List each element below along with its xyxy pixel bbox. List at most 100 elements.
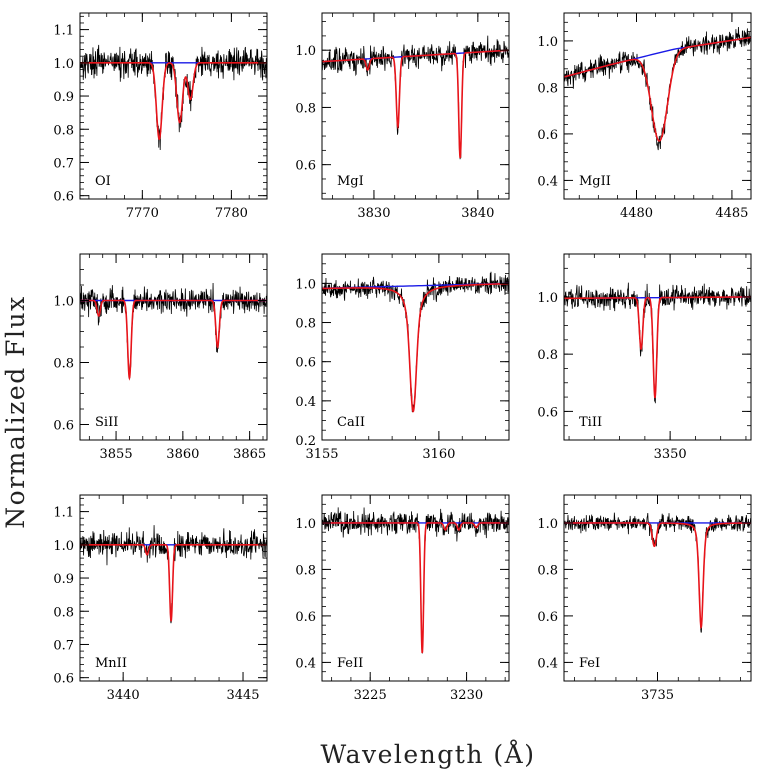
y-tick-label: 0.6 xyxy=(537,610,558,625)
panel-fei: 3735 0.4 0.6 0.8 1.0 FeI xyxy=(537,494,752,703)
plot-area xyxy=(80,44,267,151)
y-tick-label: 1.0 xyxy=(537,35,558,50)
y-tick-label: 1.0 xyxy=(295,517,316,532)
species-label: FeII xyxy=(337,656,363,671)
species-label: MgII xyxy=(579,174,611,189)
x-tick-label: 3445 xyxy=(226,688,259,703)
plot-area xyxy=(564,282,751,404)
x-tick-label: 3855 xyxy=(100,447,133,462)
x-tick-label: 3865 xyxy=(233,447,266,462)
x-tick-label: 4480 xyxy=(620,206,653,221)
y-tick-label: 0.6 xyxy=(295,159,316,174)
y-tick-label: 1.0 xyxy=(537,291,558,306)
panel-grid: 7770 7780 0.6 0.7 0.8 0.9 1.0 1.1 OI 3830 3840 0.6 0… xyxy=(53,12,752,703)
y-tick-label: 0.4 xyxy=(295,395,316,410)
y-tick-label: 1.0 xyxy=(295,44,316,59)
species-label: SiII xyxy=(95,415,118,430)
panel-tiii: 3350 0.6 0.8 1.0 TiII xyxy=(537,253,752,462)
x-tick-label: 3230 xyxy=(450,688,483,703)
y-tick-label: 0.9 xyxy=(53,572,74,587)
y-tick-label: 0.6 xyxy=(53,419,74,434)
x-tick-label: 3840 xyxy=(461,206,494,221)
y-tick-label: 1.0 xyxy=(295,277,316,292)
panel-siii: 3855 3860 3865 0.6 0.8 1.0 SiII xyxy=(53,253,268,462)
plot-area xyxy=(80,283,267,381)
x-tick-label: 3155 xyxy=(305,447,338,462)
y-tick-label: 1.1 xyxy=(53,506,74,521)
y-tick-label: 0.4 xyxy=(537,656,558,671)
panel-mgii: 4480 4485 0.4 0.6 0.8 1.0 MgII xyxy=(537,12,752,221)
panel-frame xyxy=(79,494,268,682)
model-fit-line xyxy=(80,299,267,381)
x-tick-label: 3440 xyxy=(107,688,140,703)
x-tick-label: 4485 xyxy=(715,206,748,221)
model-fit-line xyxy=(564,522,751,630)
y-tick-label: 0.7 xyxy=(53,638,74,653)
species-label: MnII xyxy=(95,656,127,671)
plot-area xyxy=(322,35,509,160)
model-fit-line xyxy=(80,62,267,141)
y-tick-label: 0.8 xyxy=(537,81,558,96)
species-label: MgI xyxy=(337,174,364,189)
species-label: CaII xyxy=(337,415,365,430)
observed-spectrum-line xyxy=(80,283,267,380)
y-tick-label: 0.2 xyxy=(295,434,316,449)
model-fit-line xyxy=(322,522,509,654)
panel-oi: 7770 7780 0.6 0.7 0.8 0.9 1.0 1.1 OI xyxy=(53,12,268,221)
plot-area xyxy=(564,26,751,151)
species-label: OI xyxy=(95,174,111,189)
y-tick-label: 0.6 xyxy=(537,128,558,143)
y-tick-label: 1.0 xyxy=(53,295,74,310)
plot-area xyxy=(322,507,509,654)
model-fit-line xyxy=(564,296,751,399)
y-tick-label: 0.9 xyxy=(53,90,74,105)
y-tick-label: 1.1 xyxy=(53,24,74,39)
species-label: TiII xyxy=(579,415,602,430)
y-tick-label: 0.7 xyxy=(53,156,74,171)
y-tick-label: 0.8 xyxy=(537,563,558,578)
species-label: FeI xyxy=(579,656,600,671)
panel-mgi: 3830 3840 0.6 0.8 1.0 MgI xyxy=(295,12,510,221)
plot-area xyxy=(564,512,751,633)
model-fit-line xyxy=(322,49,509,159)
y-tick-label: 0.8 xyxy=(295,317,316,332)
panel-frame xyxy=(79,12,268,200)
x-tick-label: 7770 xyxy=(126,206,159,221)
observed-spectrum-line xyxy=(80,44,267,151)
y-tick-label: 0.6 xyxy=(295,610,316,625)
panel-frame xyxy=(321,12,510,200)
panel-frame xyxy=(79,253,268,441)
y-tick-label: 0.4 xyxy=(295,656,316,671)
y-tick-label: 1.0 xyxy=(537,517,558,532)
plot-area xyxy=(322,271,509,413)
y-tick-label: 0.8 xyxy=(53,123,74,138)
model-fit-line xyxy=(322,282,509,413)
y-tick-label: 1.0 xyxy=(53,57,74,72)
x-tick-label: 3225 xyxy=(354,688,387,703)
observed-spectrum-line xyxy=(322,507,509,654)
x-tick-label: 3735 xyxy=(641,688,674,703)
y-tick-label: 0.6 xyxy=(53,672,74,687)
panel-mnii: 3440 3445 0.6 0.7 0.8 0.9 1.0 1.1 MnII xyxy=(53,494,268,703)
y-tick-label: 0.4 xyxy=(537,174,558,189)
y-tick-label: 0.8 xyxy=(537,348,558,363)
x-tick-label: 7780 xyxy=(215,206,248,221)
figure-xlabel: Wavelength (Å) xyxy=(321,739,536,769)
x-tick-label: 3350 xyxy=(654,447,687,462)
panel-caii: 3155 3160 0.2 0.4 0.6 0.8 1.0 CaII xyxy=(295,253,510,462)
panel-feii: 3225 3230 0.4 0.6 0.8 1.0 FeII xyxy=(295,494,510,703)
y-tick-label: 0.8 xyxy=(53,357,74,372)
plot-area xyxy=(80,525,267,624)
x-tick-label: 3830 xyxy=(357,206,390,221)
model-fit-line xyxy=(80,544,267,622)
y-tick-label: 0.6 xyxy=(537,405,558,420)
y-tick-label: 0.8 xyxy=(295,101,316,116)
x-tick-label: 3860 xyxy=(166,447,199,462)
y-tick-label: 0.8 xyxy=(295,563,316,578)
figure-ylabel: Normalized Flux xyxy=(1,295,30,528)
x-tick-label: 3160 xyxy=(422,447,455,462)
y-tick-label: 0.8 xyxy=(53,605,74,620)
model-fit-line xyxy=(564,36,751,142)
observed-spectrum-line xyxy=(564,26,751,151)
